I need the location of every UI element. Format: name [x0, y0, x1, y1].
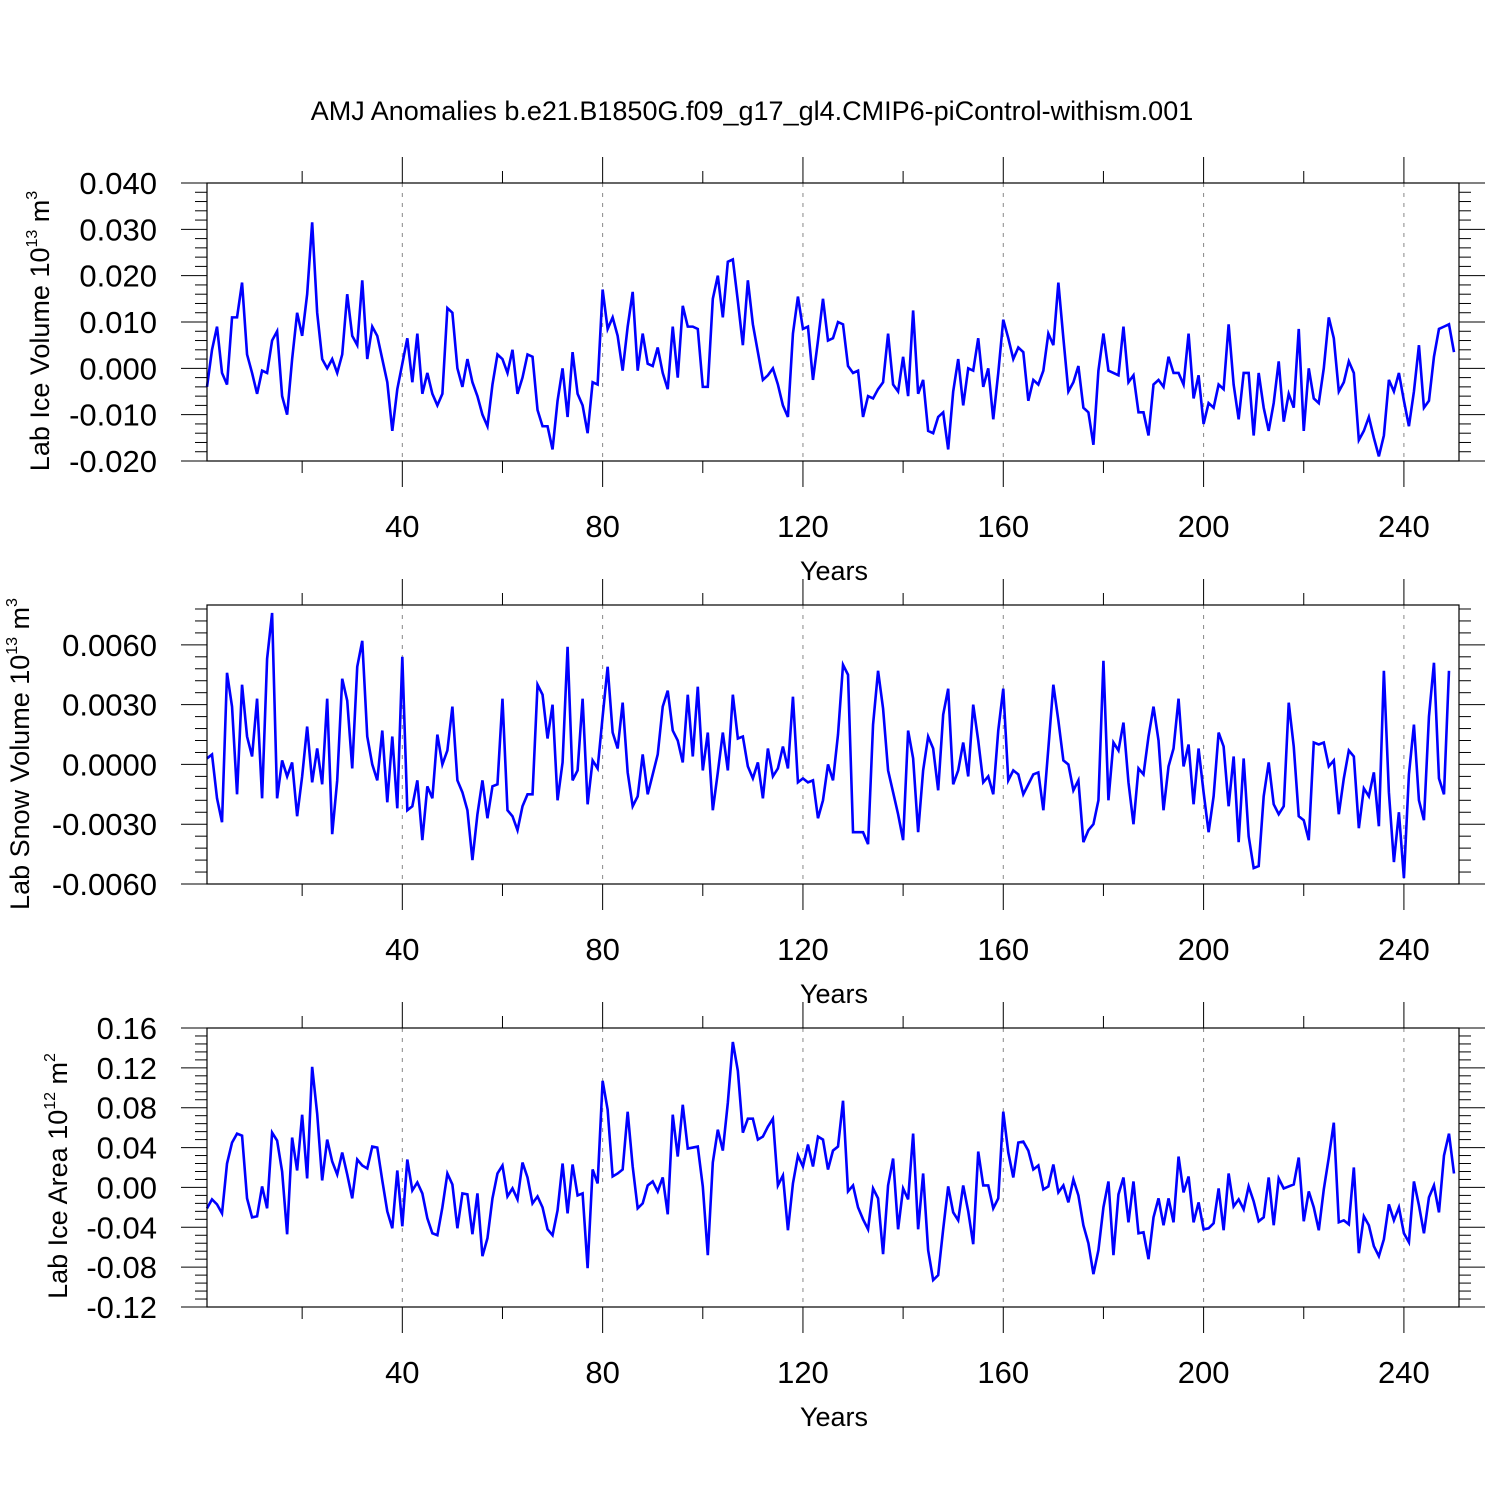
- y-tick-label: 0.020: [79, 259, 157, 294]
- data-series-line: [205, 222, 1456, 457]
- y-axis-title-exponent: 13: [4, 637, 21, 655]
- x-tick-label: 200: [1178, 932, 1230, 967]
- x-axis-title: Years: [800, 979, 868, 1009]
- y-tick-label: 0.04: [97, 1131, 157, 1166]
- x-tick-label: 160: [977, 509, 1029, 544]
- x-tick-label: 40: [385, 932, 419, 967]
- y-tick-label: 0.0030: [62, 688, 157, 723]
- x-tick-label: 200: [1178, 1355, 1230, 1390]
- panel-3: -0.12 -0.08 -0.04 0.00 0.04 0.08 0.12 0.16 40 80 1…: [42, 1002, 1485, 1432]
- plot-frame: [206, 604, 1460, 885]
- x-tick-label: 40: [385, 509, 419, 544]
- y-axis-title: Lab Snow Volume 1013 m3: [4, 598, 35, 910]
- x-tick-label: 160: [977, 932, 1029, 967]
- x-axis-title: Years: [800, 1402, 868, 1432]
- y-axis-title-unit-exponent: 2: [42, 1053, 59, 1062]
- x-tick-label: 120: [777, 932, 829, 967]
- y-axis-title-unit: m: [25, 200, 55, 230]
- x-tick-label: 120: [777, 1355, 829, 1390]
- x-tick-label: 40: [385, 1355, 419, 1390]
- y-axis-title: Lab Ice Volume 1013 m3: [24, 191, 55, 471]
- x-tick-label: 160: [977, 1355, 1029, 1390]
- panel-1: -0.020 -0.010 0.000 0.010 0.020 0.030 0.040 40 8…: [24, 157, 1485, 586]
- y-tick-label: -0.08: [86, 1250, 157, 1285]
- y-axis-title-text: Lab Snow Volume 10: [5, 655, 35, 910]
- y-axis-title-text: Lab Ice Volume 10: [25, 248, 55, 472]
- x-axis-title: Years: [800, 556, 868, 586]
- y-tick-label: 0.16: [97, 1011, 157, 1046]
- y-tick-label: 0.010: [79, 305, 157, 340]
- y-tick-label: 0.040: [79, 166, 157, 201]
- y-axis-title-exponent: 12: [42, 1092, 59, 1110]
- data-series-line: [205, 1041, 1456, 1283]
- y-tick-label: 0.0000: [62, 747, 157, 782]
- y-tick-label: -0.010: [69, 398, 157, 433]
- x-tick-label: 240: [1378, 932, 1430, 967]
- x-tick-label: 240: [1378, 509, 1430, 544]
- x-tick-label: 240: [1378, 1355, 1430, 1390]
- y-axis-title-unit: m: [5, 607, 35, 637]
- y-axis-title-exponent: 13: [24, 230, 41, 248]
- y-axis-title-unit: m: [43, 1062, 73, 1092]
- y-tick-label: 0.08: [97, 1091, 157, 1126]
- y-tick-label: -0.020: [69, 444, 157, 479]
- x-tick-label: 80: [585, 1355, 619, 1390]
- x-tick-label: 120: [777, 509, 829, 544]
- y-tick-label: 0.000: [79, 351, 157, 386]
- panels: -0.020 -0.010 0.000 0.010 0.020 0.030 0.040 40 8…: [4, 157, 1485, 1432]
- plot-frame: [206, 182, 1460, 462]
- y-axis-title-unit-exponent: 3: [24, 191, 41, 200]
- y-tick-label: -0.04: [86, 1210, 157, 1245]
- y-axis-title: Lab Ice Area 1012 m2: [42, 1053, 73, 1299]
- data-series-line: [206, 612, 1451, 879]
- y-tick-label: 0.12: [97, 1051, 157, 1086]
- x-tick-label: 200: [1178, 509, 1230, 544]
- x-tick-label: 80: [585, 932, 619, 967]
- y-tick-label: -0.12: [86, 1290, 157, 1325]
- y-axis-title-unit-exponent: 3: [4, 598, 21, 607]
- chart-title: AMJ Anomalies b.e21.B1850G.f09_g17_gl4.C…: [311, 96, 1193, 126]
- y-tick-label: -0.0030: [52, 807, 157, 842]
- y-tick-label: -0.0060: [52, 867, 157, 902]
- y-tick-label: 0.0060: [62, 628, 157, 663]
- panel-2: -0.0060 -0.0030 0.0000 0.0030 0.0060 40 80 120 1…: [4, 579, 1485, 1009]
- plot-frame: [206, 1027, 1460, 1308]
- y-tick-label: 0.00: [97, 1170, 157, 1205]
- x-tick-label: 80: [585, 509, 619, 544]
- y-axis-title-text: Lab Ice Area 10: [43, 1110, 73, 1299]
- y-tick-label: 0.030: [79, 212, 157, 247]
